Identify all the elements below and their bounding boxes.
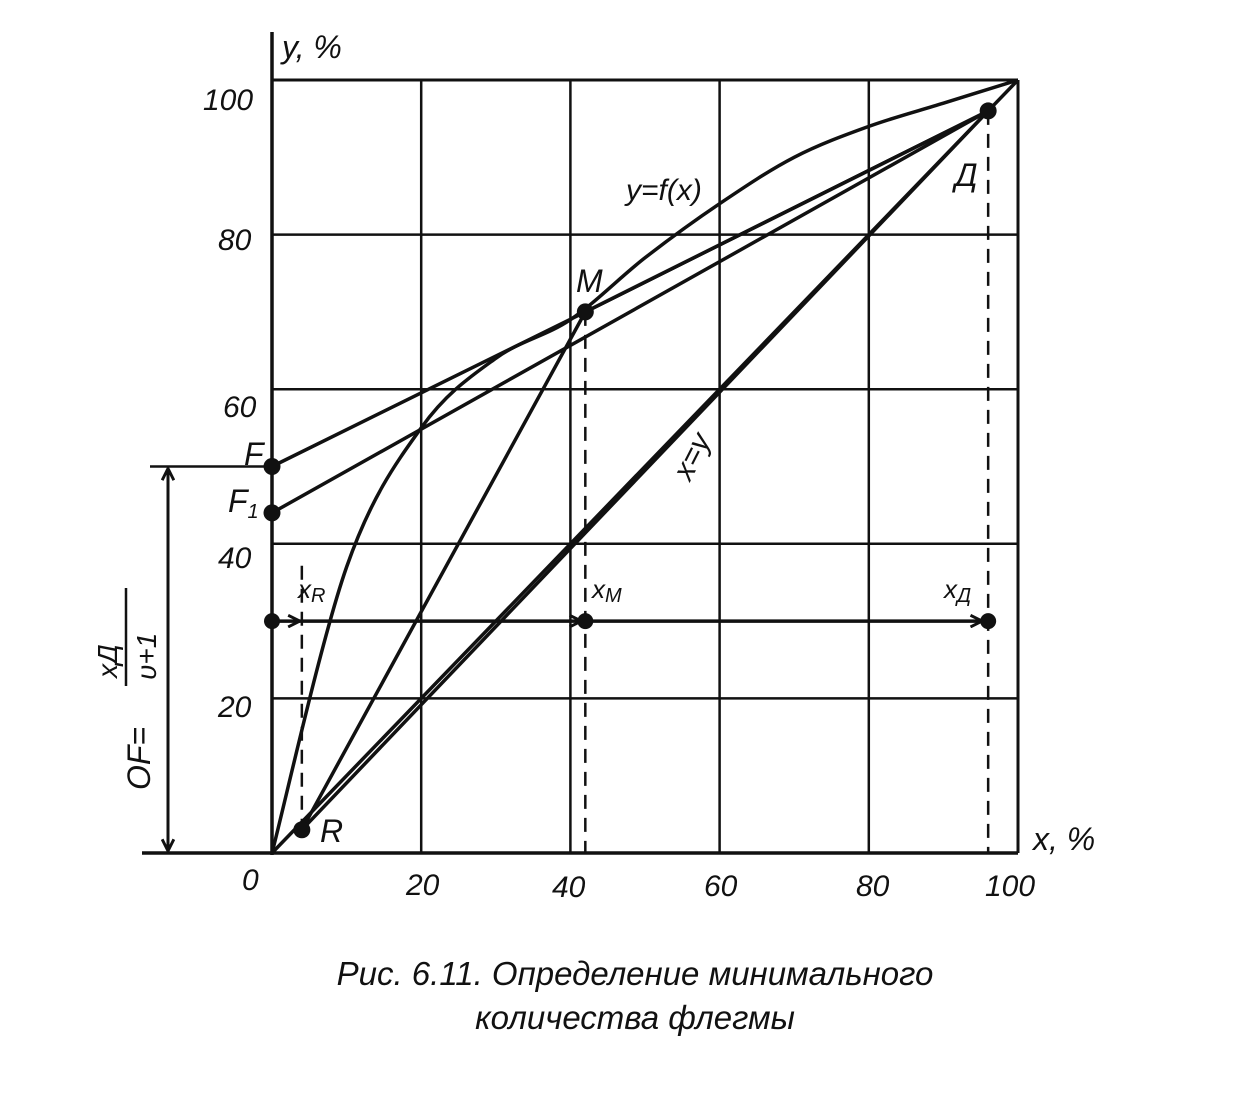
operating-line-f1 bbox=[271, 109, 990, 515]
caption-line-1: Рис. 6.11. Определение минимального bbox=[336, 955, 934, 992]
point-f bbox=[263, 458, 281, 475]
marker-dot bbox=[577, 613, 594, 630]
point-d bbox=[979, 102, 997, 120]
y-tick: 80 bbox=[218, 224, 252, 257]
x-tick: 20 bbox=[405, 869, 440, 902]
figure-caption: Рис. 6.11. Определение минимального коли… bbox=[0, 952, 1260, 1040]
point-label-f1: F1 bbox=[228, 483, 259, 523]
point-label-r: R bbox=[320, 813, 343, 849]
point-m bbox=[576, 303, 594, 321]
y-axis-label: y, % bbox=[280, 29, 342, 65]
x-tick: 60 bbox=[704, 870, 738, 903]
point-label-m: M bbox=[576, 263, 603, 299]
of-formula: OF= xД υ+1 bbox=[92, 588, 162, 790]
caption-line-2: количества флегмы bbox=[475, 999, 795, 1036]
stripping-line-d bbox=[300, 109, 990, 832]
x-m-label: xM bbox=[590, 574, 622, 607]
point-r bbox=[293, 821, 311, 839]
formula-numerator: xД bbox=[92, 644, 123, 680]
x-tick: 0 bbox=[242, 864, 259, 897]
x-r-label: xR bbox=[296, 574, 325, 607]
equilibrium-curve-label: y=f(x) bbox=[624, 174, 702, 207]
x-tick: 40 bbox=[552, 871, 586, 904]
y-tick: 20 bbox=[217, 691, 252, 724]
point-f1 bbox=[263, 504, 281, 522]
x-axis-label: x, % bbox=[1031, 821, 1095, 857]
x-tick-labels: 0 20 40 60 80 100 bbox=[242, 864, 1035, 904]
y-tick-labels: 20 40 60 80 100 bbox=[203, 84, 257, 724]
x-tick: 80 bbox=[856, 870, 890, 903]
y-tick: 40 bbox=[218, 542, 252, 575]
y-tick: 100 bbox=[203, 84, 253, 117]
y-tick: 60 bbox=[223, 391, 257, 424]
plot-frame bbox=[142, 32, 1020, 855]
formula-lhs: OF= bbox=[121, 727, 157, 790]
formula-denominator: υ+1 bbox=[131, 633, 162, 680]
marker-dot bbox=[980, 613, 997, 630]
point-marks bbox=[263, 102, 997, 839]
x-d-label: xД bbox=[942, 574, 971, 607]
x-tick: 100 bbox=[985, 870, 1035, 903]
equilibrium-curve bbox=[270, 78, 1019, 854]
point-label-d: Д bbox=[952, 157, 978, 193]
grid bbox=[272, 80, 1018, 853]
point-label-f: F bbox=[244, 436, 266, 472]
marker-dot bbox=[264, 613, 280, 630]
